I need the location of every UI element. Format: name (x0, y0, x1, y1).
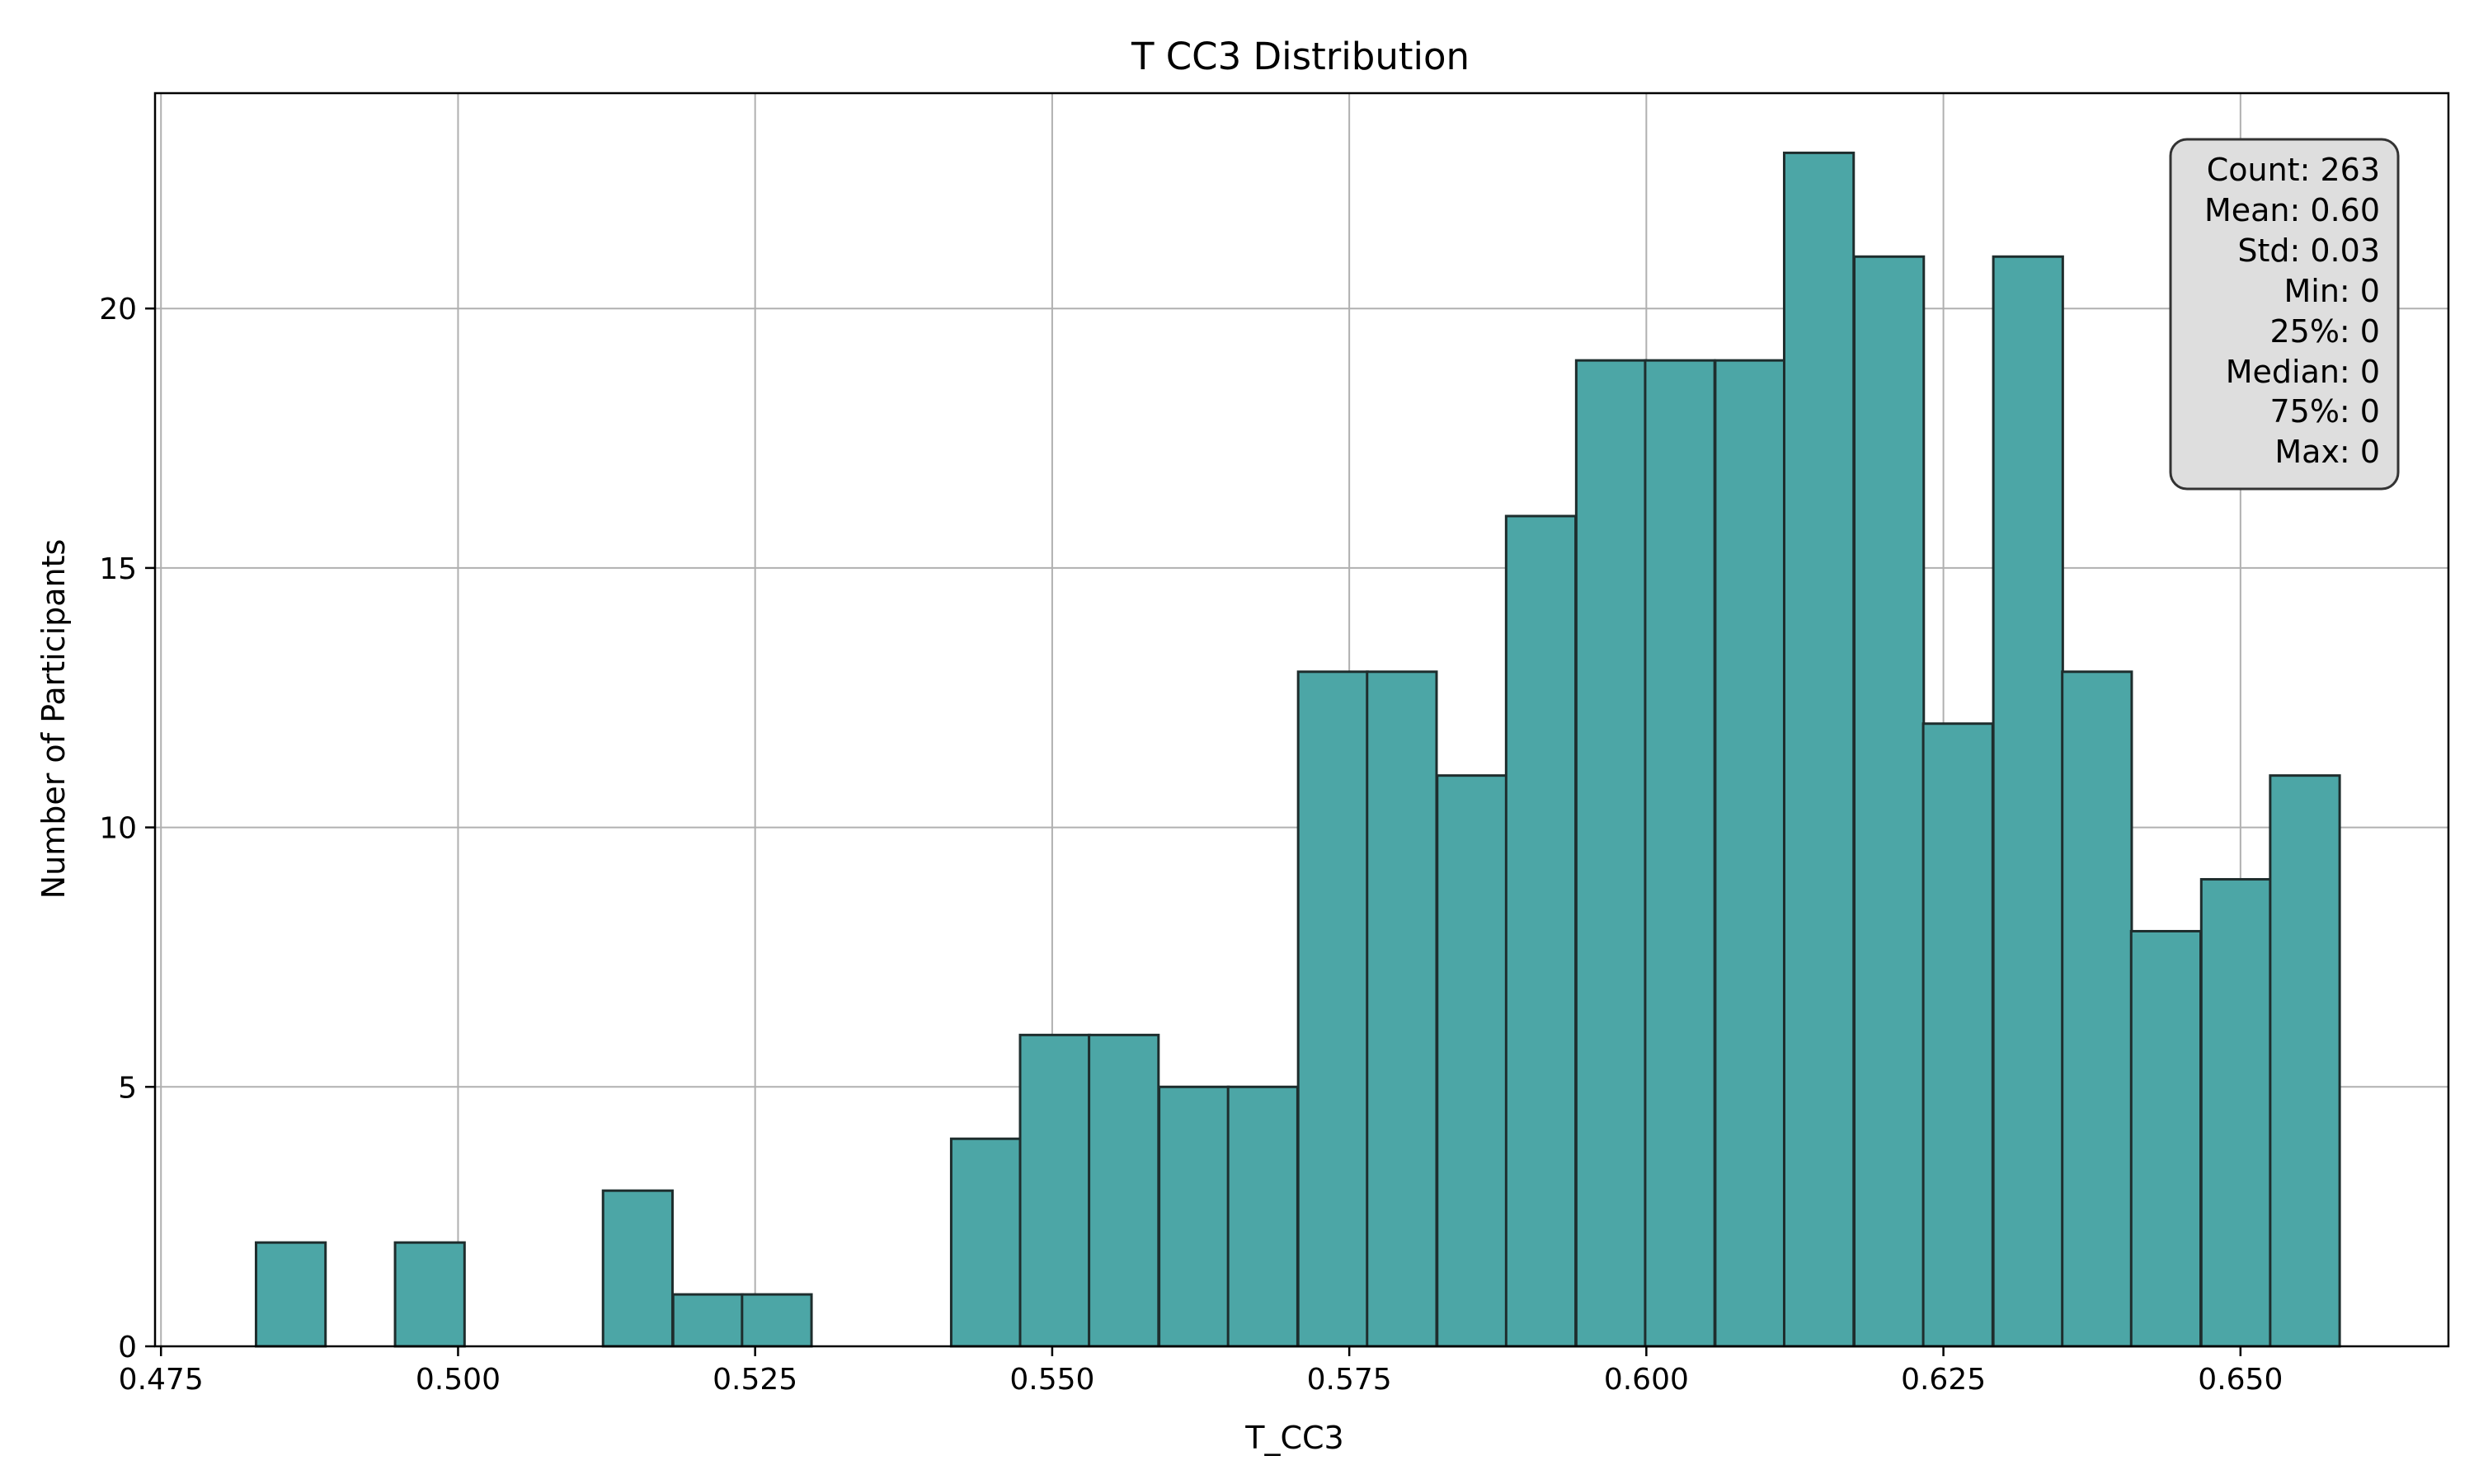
histogram-bar (1853, 255, 1926, 1348)
stats-max: Max: 0 (2274, 434, 2380, 470)
histogram-bar (393, 1241, 466, 1348)
x-tick-label: 0.550 (1009, 1363, 1094, 1397)
histogram-bar (2199, 878, 2273, 1348)
x-tick-label: 0.575 (1307, 1363, 1392, 1397)
chart-title: T CC3 Distribution (1131, 35, 1470, 78)
histogram-bar (1366, 670, 1438, 1348)
histogram-bar (2129, 929, 2203, 1348)
stats-q3: 75%: 0 (2269, 393, 2380, 430)
x-tick-label: 0.500 (416, 1363, 501, 1397)
stats-min: Min: 0 (2284, 273, 2381, 309)
histogram-bar (1018, 1033, 1091, 1348)
x-tick-label: 0.600 (1604, 1363, 1689, 1397)
y-tick-label: 5 (118, 1071, 137, 1105)
y-tick-label: 20 (99, 293, 137, 326)
histogram-bar (1921, 722, 1994, 1348)
y-tick-label: 15 (99, 552, 137, 586)
x-tick-label: 0.525 (713, 1363, 797, 1397)
x-tick-label: 0.650 (2198, 1363, 2283, 1397)
x-ticks: 0.475 0.500 0.525 0.550 0.575 0.600 0.625 0.650 (119, 1346, 2283, 1397)
histogram-bar (1714, 359, 1786, 1348)
histogram-bar (2269, 774, 2341, 1348)
histogram-bar (1436, 774, 1508, 1348)
plot-frame (153, 92, 2450, 1348)
histogram-bar (1504, 514, 1578, 1348)
stats-mean: Mean: 0.60 (2204, 192, 2380, 228)
x-axis-label: T_CC3 (1244, 1420, 1343, 1456)
stats-count: Count: 263 (2207, 152, 2380, 188)
bars (254, 151, 2341, 1348)
histogram-bar (1296, 670, 1369, 1348)
histogram-bar (1226, 1085, 1299, 1348)
histogram-bar (1992, 255, 2064, 1348)
y-tick-label: 0 (118, 1331, 137, 1364)
histogram-bar (1088, 1033, 1160, 1348)
x-tick-label: 0.625 (1901, 1363, 1986, 1397)
histogram-bar (601, 1189, 674, 1348)
histogram-bar (949, 1137, 1023, 1348)
stats-q1: 25%: 0 (2269, 313, 2380, 350)
stats-median: Median: 0 (2226, 354, 2380, 390)
histogram-bar (1158, 1085, 1230, 1348)
stats-std: Std: 0.03 (2237, 232, 2380, 269)
histogram-bar (1644, 359, 1716, 1348)
stats-box-background (2169, 138, 2400, 491)
histogram-bar (1574, 359, 1648, 1348)
histogram-bar (2061, 670, 2133, 1348)
histogram-bar (741, 1293, 813, 1348)
stats-box: Count: 263 Mean: 0.60 Std: 0.03 Min: 0 2… (2169, 138, 2400, 491)
y-ticks: 0 5 10 15 20 (99, 293, 155, 1364)
x-tick-label: 0.475 (119, 1363, 204, 1397)
y-axis-label: Number of Participants (35, 539, 72, 899)
histogram-bar (671, 1293, 744, 1348)
y-tick-label: 10 (99, 812, 137, 846)
histogram-bar (254, 1241, 327, 1348)
histogram-bar (1783, 151, 1856, 1348)
